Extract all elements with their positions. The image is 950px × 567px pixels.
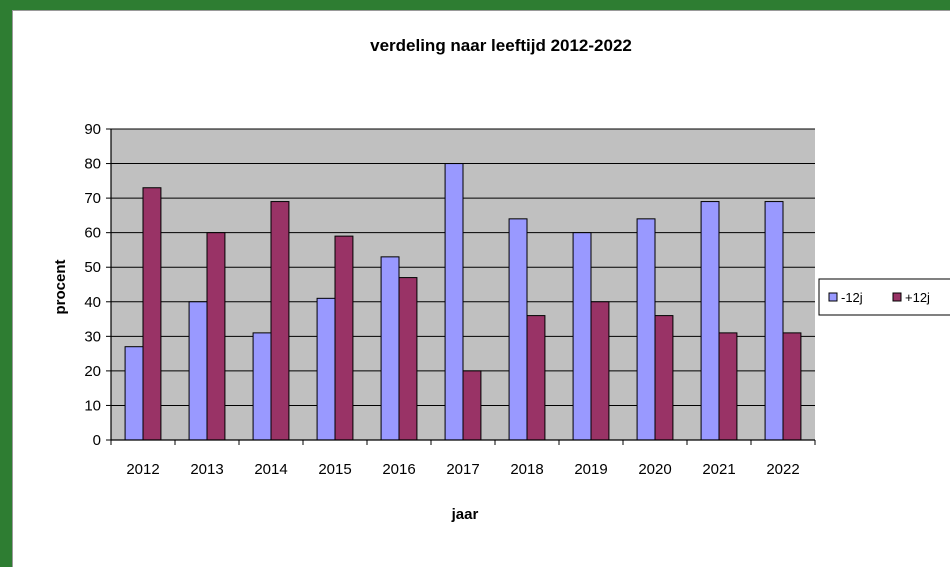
bar-minus12j-2012	[124, 346, 144, 441]
bar-chart: verdeling naar leeftijd 2012-2022 0 10 20 3…	[52, 36, 950, 523]
bar-plus12j-2013	[206, 232, 226, 441]
y-tick-label: 0	[93, 432, 101, 449]
y-tick-label: 40	[84, 294, 101, 311]
bar-minus12j-2013	[188, 301, 208, 441]
bar-minus12j-2018	[508, 218, 528, 441]
bar-plus12j-2014	[270, 201, 290, 441]
bar-plus12j-2019	[590, 301, 610, 441]
y-tick-label: 90	[84, 121, 101, 138]
bar-plus12j-2022	[782, 332, 802, 441]
x-tick-label: 2014	[254, 461, 287, 478]
legend: -12j +12j	[818, 278, 950, 316]
bar-plus12j-2021	[718, 332, 738, 441]
x-tick-label: 2022	[766, 461, 799, 478]
x-tick-label: 2015	[318, 461, 351, 478]
bar-minus12j-2017	[444, 163, 464, 441]
y-tick-label: 20	[84, 363, 101, 380]
bar-minus12j-2022	[764, 201, 784, 441]
chart-frame: verdeling naar leeftijd 2012-2022 0 10 20 3…	[12, 10, 950, 567]
y-tick-label: 50	[84, 259, 101, 276]
bar-minus12j-2019	[572, 232, 592, 441]
x-tick-label: 2012	[126, 461, 159, 478]
y-tick-label: 70	[84, 190, 101, 207]
y-axis-title: procent	[52, 259, 69, 314]
bar-plus12j-2018	[526, 315, 546, 441]
bar-minus12j-2014	[252, 332, 272, 441]
bar-minus12j-2016	[380, 256, 400, 441]
x-tick-label: 2017	[446, 461, 479, 478]
y-tick-label: 60	[84, 225, 101, 242]
bar-plus12j-2020	[654, 315, 674, 441]
y-tick-label: 80	[84, 156, 101, 173]
bar-plus12j-2015	[334, 235, 354, 441]
x-axis-title: jaar	[451, 506, 479, 523]
x-tick-label: 2020	[638, 461, 671, 478]
x-tick-label: 2021	[702, 461, 735, 478]
bar-minus12j-2020	[636, 218, 656, 441]
bar-plus12j-2012	[142, 187, 162, 441]
legend-label: +12j	[905, 290, 930, 305]
x-tick-label: 2016	[382, 461, 415, 478]
bar-plus12j-2017	[462, 370, 482, 441]
x-tick-label: 2013	[190, 461, 223, 478]
y-tick-label: 30	[84, 328, 101, 345]
bar-plus12j-2016	[398, 277, 418, 441]
legend-swatch	[828, 292, 838, 302]
legend-swatch	[892, 292, 902, 302]
bar-minus12j-2015	[316, 297, 336, 441]
x-tick-label: 2019	[574, 461, 607, 478]
legend-label: -12j	[841, 290, 863, 305]
bar-minus12j-2021	[700, 201, 720, 441]
y-tick-label: 10	[84, 397, 101, 414]
x-tick-label: 2018	[510, 461, 543, 478]
chart-title: verdeling naar leeftijd 2012-2022	[370, 36, 632, 55]
